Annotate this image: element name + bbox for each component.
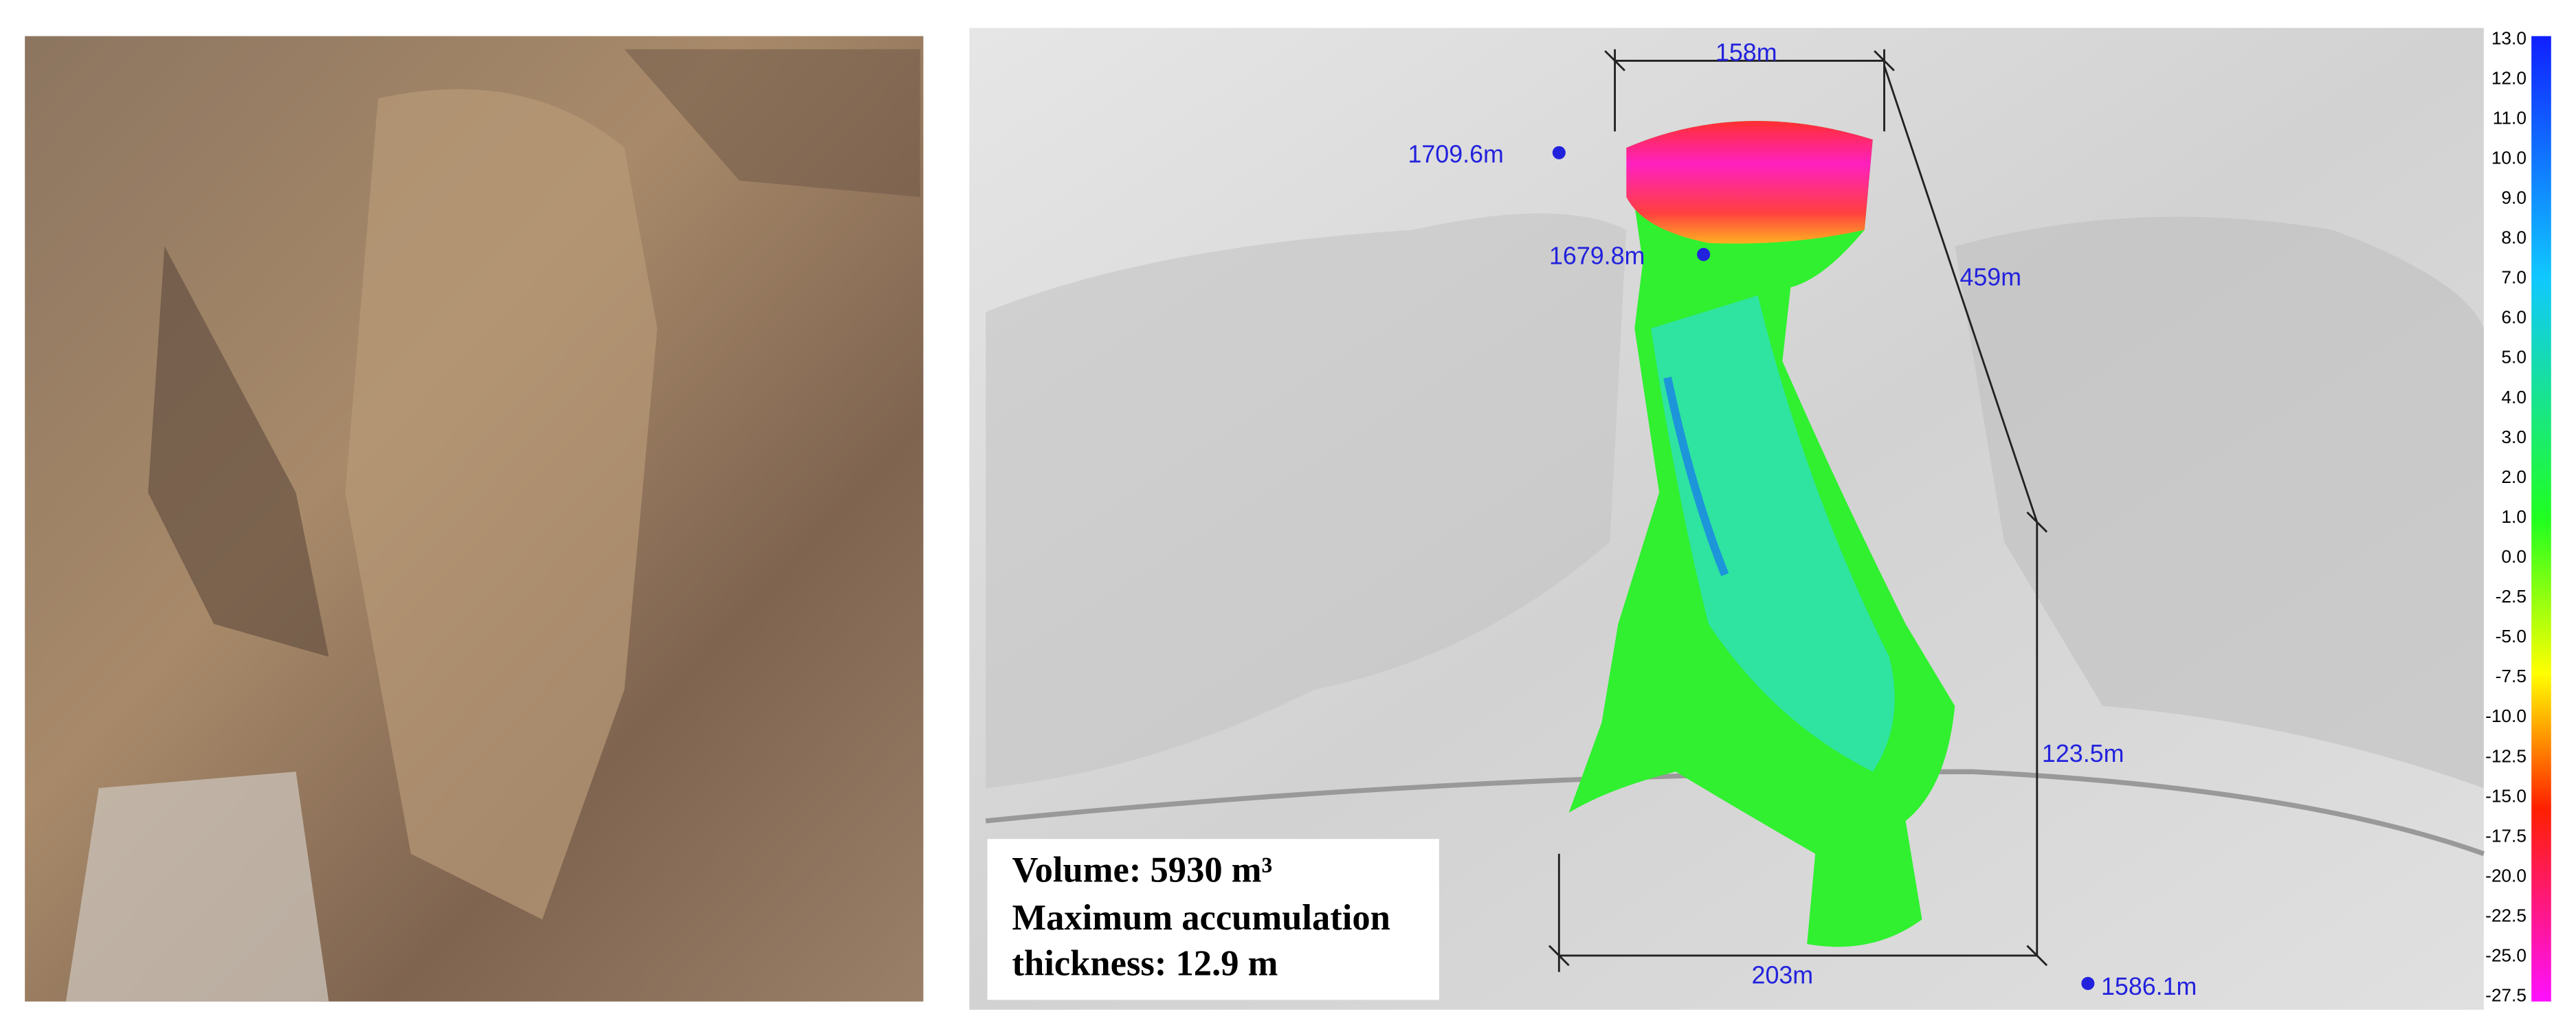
colorbar-tick-label: 10.0 (2491, 147, 2527, 168)
label: 158m (1716, 38, 1777, 66)
photo-quarry (65, 772, 329, 1002)
colorbar-tick-label: 9.0 (2501, 188, 2527, 208)
point (1552, 146, 1566, 159)
colorbar-tick-label: 12.0 (2491, 67, 2527, 88)
colorbar-tick-label: 8.0 (2501, 227, 2527, 248)
colorbar (2531, 36, 2551, 1002)
measure-lines (1548, 49, 2048, 972)
colorbar-tick-label: 3.0 (2501, 427, 2527, 447)
colorbar-tick-label: 6.0 (2501, 307, 2527, 328)
colorbar-tick-label: -22.5 (2485, 905, 2527, 925)
colorbar-ticks: 13.0 12.0 11.0 10.0 9.0 8.0 7.0 6.0 5.0 4.0 3.0 2.0… (2485, 27, 2527, 1005)
deposit-head (1626, 120, 1873, 244)
colorbar-tick-label: 11.0 (2493, 107, 2527, 128)
info-text: Maximum accumulation (1012, 898, 1390, 938)
colorbar-tick-label: -25.0 (2485, 945, 2527, 966)
info-text: thickness: 12.9 m (1012, 944, 1278, 984)
label: 459m (1959, 264, 2021, 291)
colorbar-tick-label: -5.0 (2496, 626, 2527, 646)
colorbar-tick-label: 7.0 (2501, 267, 2527, 288)
info-text: Volume: 5930 m³ (1012, 850, 1273, 890)
colorbar-tick-label: 5.0 (2501, 347, 2527, 368)
colorbar-tick-label: -20.0 (2485, 865, 2527, 886)
info-box (987, 839, 1439, 1000)
label: 1679.8m (1549, 243, 1645, 270)
colorbar-tick-label: -10.0 (2485, 706, 2527, 726)
label: 203m (1752, 961, 1814, 989)
label: 123.5m (2042, 740, 2124, 767)
colorbar-tick-label: 13.0 (2491, 27, 2527, 48)
photo-shadow (148, 246, 329, 657)
colorbar-tick-label: -17.5 (2485, 825, 2527, 846)
point (1697, 247, 1711, 261)
photo-fields (624, 49, 920, 197)
colorbar-tick-label: -27.5 (2485, 985, 2527, 1006)
colorbar-tick-label: -12.5 (2485, 745, 2527, 766)
colorbar-tick-label: -2.5 (2496, 586, 2527, 607)
colorbar-tick-label: 2.0 (2501, 466, 2527, 487)
colorbar-tick-label: 4.0 (2501, 387, 2527, 407)
map-ridge (1955, 216, 2484, 789)
label: 1709.6m (1408, 141, 1503, 168)
map-ridge (986, 213, 1627, 789)
point (2081, 976, 2095, 991)
colorbar-tick-label: -15.0 (2485, 785, 2527, 806)
colorbar-tick-label: 1.0 (2501, 506, 2527, 527)
colorbar-tick-label: -7.5 (2496, 666, 2527, 686)
colorbar-tick-label: 0.0 (2501, 546, 2527, 567)
deposit-cyan (1651, 295, 1895, 772)
deposit-channel (1663, 376, 1729, 576)
label: 1586.1m (2101, 973, 2197, 1000)
photo-landslide (345, 89, 658, 920)
